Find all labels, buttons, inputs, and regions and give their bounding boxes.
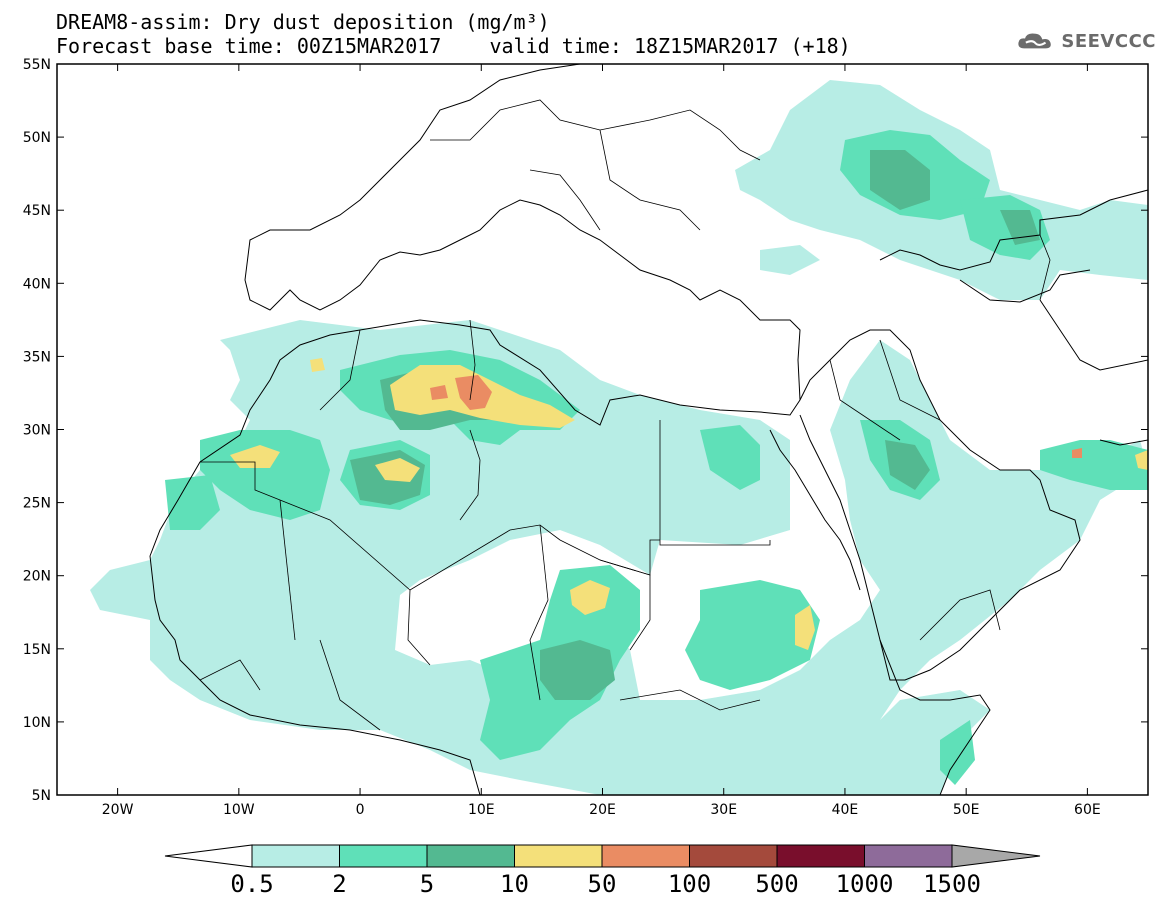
colorbar-segment xyxy=(776,844,865,868)
lat-label: 30N xyxy=(23,423,51,439)
colorbar-segment xyxy=(864,844,953,868)
colorbar-segment xyxy=(514,844,603,868)
colorbar-segment xyxy=(601,844,690,868)
lat-label: 40N xyxy=(23,276,51,292)
colorbar-label: 100 xyxy=(668,870,711,898)
colorbar-label: 50 xyxy=(588,870,617,898)
lat-label: 15N xyxy=(23,642,51,658)
lat-label: 45N xyxy=(23,203,51,219)
lon-label: 20E xyxy=(589,802,616,818)
colorbar-label: 5 xyxy=(420,870,434,898)
colorbar-label: 1500 xyxy=(923,870,981,898)
lon-label: 0 xyxy=(356,802,365,818)
colorbar-label: 10 xyxy=(500,870,529,898)
lat-label: 50N xyxy=(23,130,51,146)
lat-label: 25N xyxy=(23,496,51,512)
lon-label: 10W xyxy=(223,802,255,818)
cloud-icon xyxy=(1018,33,1051,49)
lon-label: 60E xyxy=(1074,802,1101,818)
lon-label: 40E xyxy=(832,802,859,818)
latitude-axis: 55N 50N 45N 40N 35N 30N 25N 20N 15N 10N 5N xyxy=(23,57,1148,804)
longitude-axis: 20W 10W 0 10E 20E 30E 40E 50E 60E xyxy=(102,64,1101,818)
lon-label: 30E xyxy=(710,802,737,818)
lat-label: 35N xyxy=(23,349,51,365)
lat-label: 10N xyxy=(23,715,51,731)
lat-label: 20N xyxy=(23,569,51,585)
colorbar-segment xyxy=(251,844,340,868)
colorbar-label: 500 xyxy=(755,870,798,898)
seevccc-logo: SEEVCCC xyxy=(1016,27,1156,55)
lat-label: 55N xyxy=(23,57,51,73)
lat-label: 5N xyxy=(32,788,51,804)
colorbar: 0.5 2 5 10 50 100 500 1000 1500 xyxy=(164,844,1041,898)
colorbar-segment xyxy=(426,844,515,868)
lon-label: 50E xyxy=(953,802,980,818)
coastlines xyxy=(149,64,1148,795)
colorbar-label: 1000 xyxy=(836,870,894,898)
colorbar-max-arrow xyxy=(951,844,1041,868)
colorbar-label: 2 xyxy=(332,870,346,898)
dust-level-50 xyxy=(430,375,1082,458)
colorbar-segment xyxy=(339,844,428,868)
colorbar-min-arrow xyxy=(164,844,253,868)
map-title: DREAM8-assim: Dry dust deposition (mg/m³… xyxy=(56,10,550,34)
logo-text: SEEVCCC xyxy=(1061,30,1156,52)
colorbar-segment xyxy=(689,844,778,868)
forecast-time-subtitle: Forecast base time: 00Z15MAR2017 valid t… xyxy=(56,34,851,58)
lon-label: 10E xyxy=(468,802,495,818)
lon-label: 20W xyxy=(102,802,134,818)
dust-field xyxy=(90,80,1148,795)
country-borders xyxy=(199,99,1051,731)
colorbar-label: 0.5 xyxy=(230,870,273,898)
